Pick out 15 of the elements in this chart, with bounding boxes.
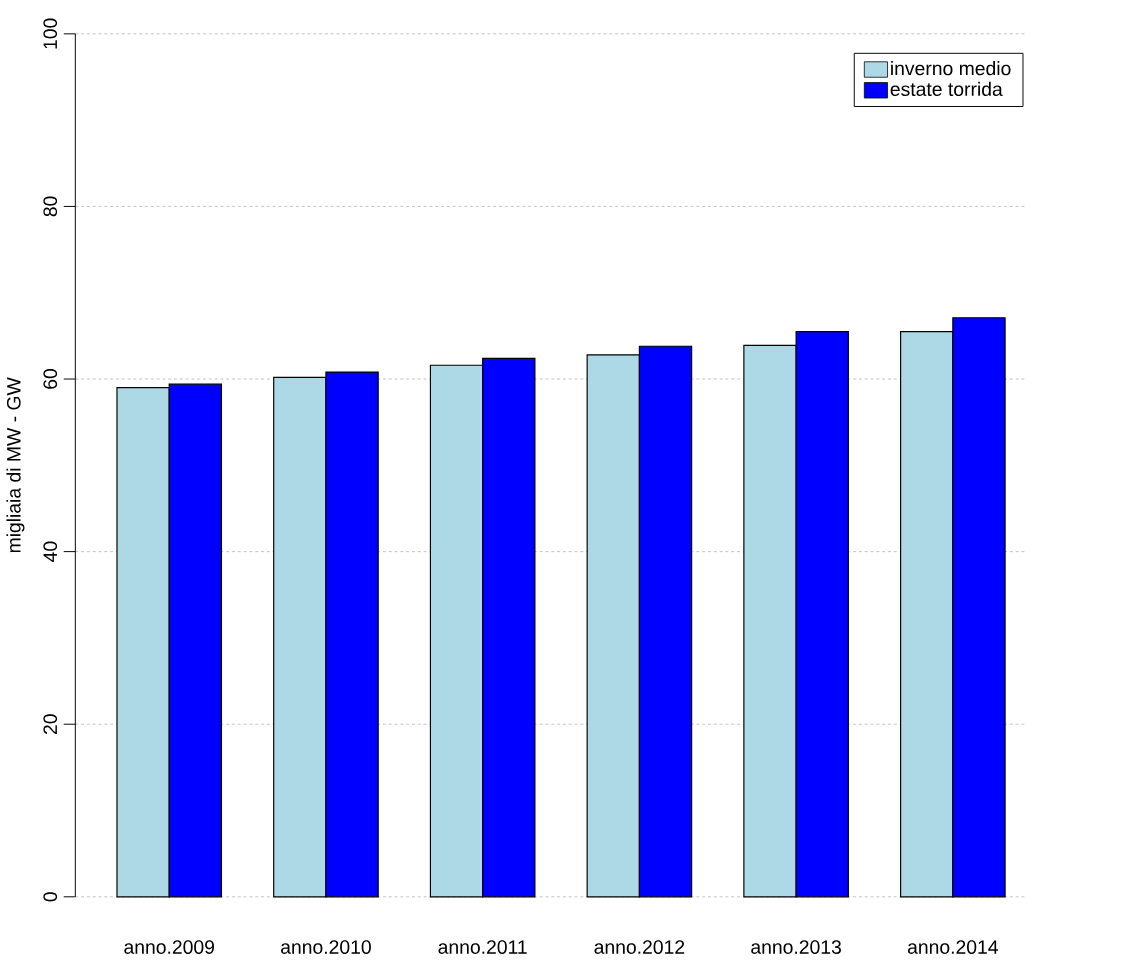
y-tick-label: 60 [43, 368, 58, 389]
x-tick-label: anno.2011 [438, 940, 527, 954]
x-tick-label: anno.2013 [751, 940, 841, 954]
y-tick-label: 0 [43, 891, 58, 902]
x-tick-label: anno.2014 [907, 940, 998, 954]
y-tick-label: 40 [43, 541, 58, 562]
y-tick-label: 80 [43, 196, 58, 217]
x-tick-label: anno.2009 [124, 940, 215, 954]
y-axis-title: migliaia di MW - GW [6, 377, 25, 552]
legend-label: estate torrida [890, 81, 1003, 96]
y-tick-label: 100 [43, 18, 58, 49]
x-tick-label: anno.2010 [281, 940, 371, 954]
y-tick-label: 20 [43, 714, 58, 734]
x-tick-label: anno.2012 [594, 940, 685, 954]
legend-label: inverno medio [891, 60, 1011, 76]
